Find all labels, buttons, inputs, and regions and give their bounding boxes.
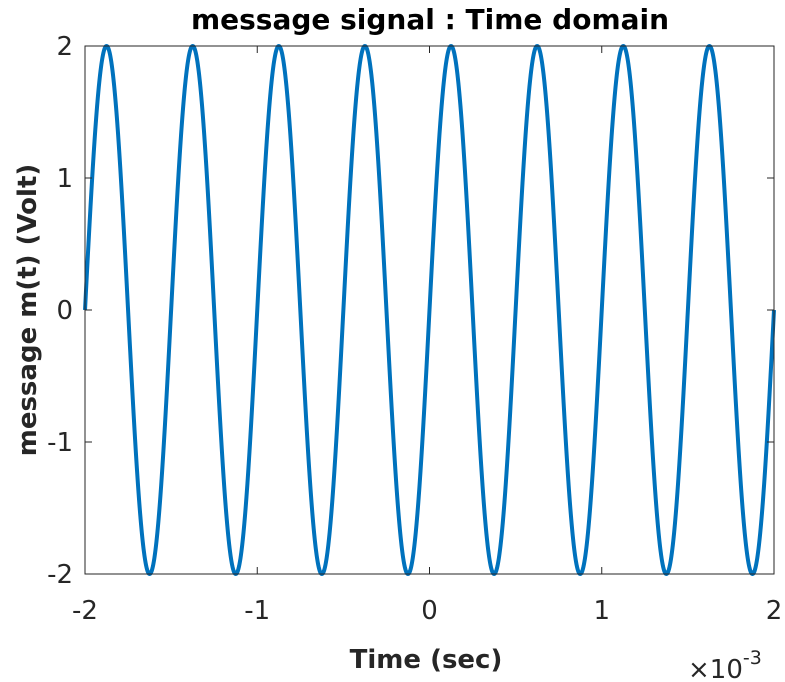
series-line-layer: [83, 44, 776, 576]
y-axis-label: message m(t) (Volt): [13, 164, 43, 457]
x-tick-label: -2: [72, 596, 98, 626]
y-tick-label: 2: [56, 32, 73, 62]
x-tick-label: -1: [244, 596, 270, 626]
y-tick-label: 0: [56, 296, 73, 326]
y-tick-label: -1: [47, 428, 73, 458]
chart-title: message signal : Time domain: [191, 3, 669, 36]
y-axis-ticks: -2 -1 0 1 2: [47, 32, 774, 590]
y-tick-label: -2: [47, 560, 73, 590]
x-tick-label: 2: [766, 596, 783, 626]
x-axis-ticks: -2 -1 0 1 2: [72, 46, 782, 626]
x-tick-label: 1: [593, 596, 610, 626]
x-exponent-power: -3: [743, 647, 762, 669]
x-tick-label: 0: [421, 596, 438, 626]
x-axis-label: Time (sec): [350, 645, 503, 675]
x-axis-exponent: ×10-3: [688, 647, 762, 682]
series-line-0: [83, 44, 776, 576]
x-exponent-base: ×10: [688, 655, 743, 682]
y-tick-label: 1: [56, 164, 73, 194]
